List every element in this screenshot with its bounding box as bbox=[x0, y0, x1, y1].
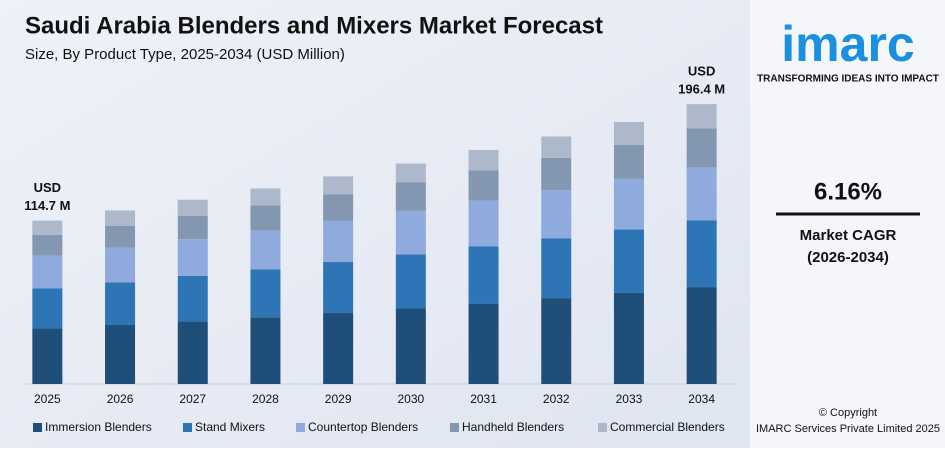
bar-segment bbox=[395, 308, 426, 384]
bar-segment bbox=[686, 167, 717, 221]
bar-segment bbox=[250, 205, 281, 231]
bar-segment bbox=[686, 220, 717, 288]
bar-segment bbox=[468, 170, 499, 201]
bar-segment bbox=[105, 247, 136, 283]
cagr-value: 6.16% bbox=[814, 178, 882, 205]
bar-segment bbox=[613, 121, 644, 145]
bar-segment bbox=[32, 220, 63, 235]
bar-segment bbox=[323, 194, 354, 221]
bar-segment bbox=[177, 239, 208, 276]
x-tick-label: 2027 bbox=[179, 392, 206, 406]
x-tick-label: 2030 bbox=[397, 392, 424, 406]
x-tick-label: 2034 bbox=[688, 392, 715, 406]
legend-label: Countertop Blenders bbox=[308, 420, 418, 434]
bar-segment bbox=[250, 188, 281, 206]
bar-segment bbox=[177, 275, 208, 322]
legend-swatch bbox=[296, 423, 305, 432]
legend-swatch bbox=[33, 423, 42, 432]
x-tick-label: 2033 bbox=[616, 392, 643, 406]
legend-swatch bbox=[450, 423, 459, 432]
x-tick-label: 2025 bbox=[34, 392, 61, 406]
total-label: 196.4 M bbox=[678, 82, 725, 97]
bar-segment bbox=[613, 144, 644, 179]
bar-segment bbox=[250, 230, 281, 270]
bar-segment bbox=[105, 225, 136, 248]
total-label: 114.7 M bbox=[24, 198, 70, 213]
bar-segment bbox=[468, 150, 499, 171]
bar-segment bbox=[177, 199, 208, 216]
x-tick-label: 2029 bbox=[325, 392, 352, 406]
bar-segment bbox=[395, 182, 426, 211]
bar-segment bbox=[686, 128, 717, 168]
x-tick-label: 2028 bbox=[252, 392, 279, 406]
bar-segment bbox=[541, 136, 572, 158]
bar-segment bbox=[250, 269, 281, 318]
legend-label: Commercial Blenders bbox=[610, 420, 725, 434]
cagr-label: Market CAGR bbox=[800, 227, 897, 244]
company: IMARC Services Private Limited 2025 bbox=[756, 423, 940, 435]
cagr-period: (2026-2034) bbox=[807, 249, 889, 266]
bar-segment bbox=[32, 255, 63, 289]
bar-segment bbox=[541, 298, 572, 384]
bar-segment bbox=[105, 210, 136, 226]
bar-segment bbox=[395, 254, 426, 309]
bar-segment bbox=[250, 317, 281, 384]
bar-segment bbox=[541, 157, 572, 191]
bar-segment bbox=[395, 163, 426, 183]
total-label: USD bbox=[34, 180, 61, 195]
chart-title: Saudi Arabia Blenders and Mixers Market … bbox=[25, 12, 603, 39]
bar-segment bbox=[468, 303, 499, 384]
bar-segment bbox=[323, 220, 354, 263]
bar-segment bbox=[32, 234, 63, 256]
bar-segment bbox=[468, 246, 499, 304]
x-tick-label: 2032 bbox=[543, 392, 570, 406]
x-tick-label: 2026 bbox=[107, 392, 134, 406]
bar-segment bbox=[177, 215, 208, 240]
sidebar-background bbox=[750, 0, 945, 448]
bar-segment bbox=[105, 325, 136, 384]
bar-segment bbox=[32, 328, 63, 384]
legend-swatch bbox=[183, 423, 192, 432]
bar-segment bbox=[323, 262, 354, 314]
x-tick-label: 2031 bbox=[470, 392, 497, 406]
bar-segment bbox=[613, 178, 644, 230]
bar-segment bbox=[686, 287, 717, 384]
legend-label: Handheld Blenders bbox=[462, 420, 564, 434]
copyright: © Copyright bbox=[819, 407, 877, 419]
bar-segment bbox=[105, 282, 136, 326]
bar-segment bbox=[613, 229, 644, 293]
tagline: TRANSFORMING IDEAS INTO IMPACT bbox=[757, 74, 939, 85]
legend-label: Stand Mixers bbox=[195, 420, 265, 434]
bar-segment bbox=[686, 104, 717, 129]
total-label: USD bbox=[688, 64, 715, 79]
bar-segment bbox=[323, 313, 354, 384]
logo: imarc bbox=[781, 16, 914, 72]
bar-segment bbox=[32, 288, 63, 329]
bar-segment bbox=[323, 176, 354, 195]
bar-segment bbox=[541, 238, 572, 299]
bar-segment bbox=[177, 321, 208, 384]
bar-segment bbox=[395, 210, 426, 255]
bar-segment bbox=[613, 292, 644, 384]
legend-label: Immersion Blenders bbox=[45, 420, 152, 434]
bar-segment bbox=[468, 200, 499, 247]
legend-swatch bbox=[598, 423, 607, 432]
chart-subtitle: Size, By Product Type, 2025-2034 (USD Mi… bbox=[25, 46, 345, 63]
bar-segment bbox=[541, 190, 572, 239]
